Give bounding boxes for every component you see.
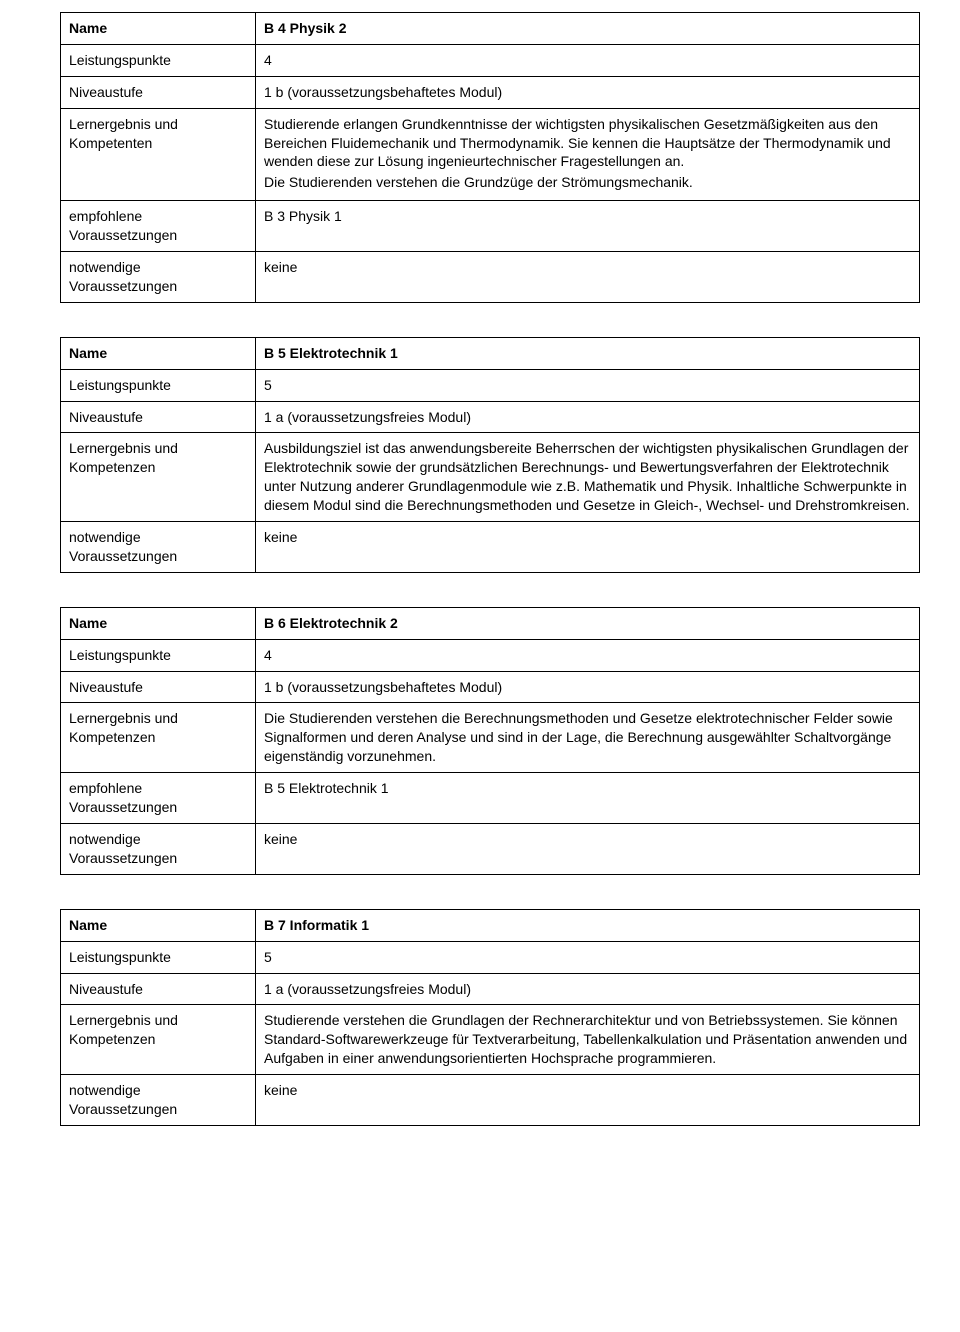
value-name: B 7 Informatik 1 xyxy=(256,909,920,941)
module-b6: Name B 6 Elektrotechnik 2 Leistungspunkt… xyxy=(60,607,920,875)
label-recommended: empfohlene Voraussetzungen xyxy=(61,201,256,252)
value-level: 1 b (voraussetzungsbehaftetes Modul) xyxy=(256,76,920,108)
label-name: Name xyxy=(61,337,256,369)
label-outcome: Lernergebnis und Kompetenzen xyxy=(61,1005,256,1075)
value-level: 1 b (voraussetzungsbehaftetes Modul) xyxy=(256,671,920,703)
label-recommended: empfohlene Voraussetzungen xyxy=(61,773,256,824)
value-credits: 5 xyxy=(256,941,920,973)
value-name: B 5 Elektrotechnik 1 xyxy=(256,337,920,369)
outcome-p2: Die Studierenden verstehen die Grundzüge… xyxy=(264,173,911,192)
value-required: keine xyxy=(256,823,920,874)
label-required: notwendige Voraussetzungen xyxy=(61,1075,256,1126)
module-b4: Name B 4 Physik 2 Leistungspunkte 4 Nive… xyxy=(60,12,920,303)
label-credits: Leistungspunkte xyxy=(61,639,256,671)
module-b5: Name B 5 Elektrotechnik 1 Leistungspunkt… xyxy=(60,337,920,573)
label-credits: Leistungspunkte xyxy=(61,44,256,76)
label-level: Niveaustufe xyxy=(61,76,256,108)
label-name: Name xyxy=(61,607,256,639)
value-outcome: Studierende verstehen die Grundlagen der… xyxy=(256,1005,920,1075)
label-outcome: Lernergebnis und Kompetenzen xyxy=(61,433,256,522)
label-credits: Leistungspunkte xyxy=(61,369,256,401)
label-credits: Leistungspunkte xyxy=(61,941,256,973)
label-outcome: Lernergebnis und Kompetenzen xyxy=(61,703,256,773)
value-level: 1 a (voraussetzungsfreies Modul) xyxy=(256,401,920,433)
label-required: notwendige Voraussetzungen xyxy=(61,522,256,573)
label-level: Niveaustufe xyxy=(61,973,256,1005)
label-level: Niveaustufe xyxy=(61,401,256,433)
label-level: Niveaustufe xyxy=(61,671,256,703)
value-recommended: B 5 Elektrotechnik 1 xyxy=(256,773,920,824)
value-name: B 6 Elektrotechnik 2 xyxy=(256,607,920,639)
value-required: keine xyxy=(256,522,920,573)
label-required: notwendige Voraussetzungen xyxy=(61,823,256,874)
value-recommended: B 3 Physik 1 xyxy=(256,201,920,252)
label-required: notwendige Voraussetzungen xyxy=(61,252,256,303)
module-b7: Name B 7 Informatik 1 Leistungspunkte 5 … xyxy=(60,909,920,1126)
value-credits: 4 xyxy=(256,44,920,76)
value-outcome: Ausbildungsziel ist das anwendungsbereit… xyxy=(256,433,920,522)
value-outcome: Die Studierenden verstehen die Berechnun… xyxy=(256,703,920,773)
value-name: B 4 Physik 2 xyxy=(256,13,920,45)
value-credits: 5 xyxy=(256,369,920,401)
value-required: keine xyxy=(256,1075,920,1126)
value-credits: 4 xyxy=(256,639,920,671)
outcome-p1: Studierende erlangen Grundkenntnisse der… xyxy=(264,115,911,172)
value-level: 1 a (voraussetzungsfreies Modul) xyxy=(256,973,920,1005)
label-name: Name xyxy=(61,13,256,45)
label-name: Name xyxy=(61,909,256,941)
value-outcome: Studierende erlangen Grundkenntnisse der… xyxy=(256,108,920,201)
label-outcome: Lernergebnis und Kompetenten xyxy=(61,108,256,201)
value-required: keine xyxy=(256,252,920,303)
